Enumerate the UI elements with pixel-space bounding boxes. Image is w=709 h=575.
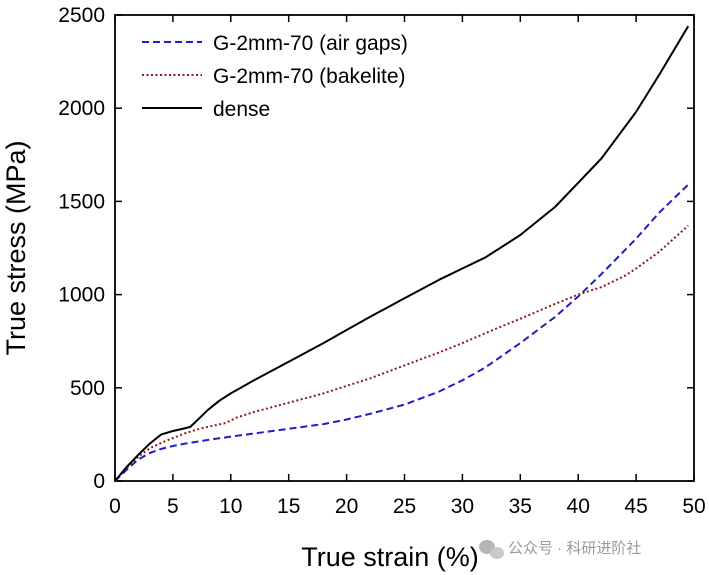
x-tick-label: 30 <box>451 495 474 518</box>
x-tick-label: 25 <box>393 495 416 518</box>
legend: G-2mm-70 (air gaps) G-2mm-70 (bakelite) … <box>142 32 408 121</box>
x-tick-label: 0 <box>109 495 121 518</box>
x-tick-label: 35 <box>509 495 532 518</box>
legend-label-dense: dense <box>213 98 270 121</box>
x-tick-label: 15 <box>277 495 300 518</box>
wechat-icon <box>479 540 504 559</box>
y-tick-label: 1500 <box>58 190 105 213</box>
x-axis: 0 5 10 15 20 25 30 35 40 45 50 <box>109 15 706 518</box>
series-layer <box>114 25 690 482</box>
series-line-2 <box>114 224 689 482</box>
y-tick-label: 2000 <box>58 97 105 120</box>
x-tick-label: 5 <box>167 495 179 518</box>
x-tick-label: 20 <box>335 495 358 518</box>
watermark-text: 公众号 · 科研进阶社 <box>508 540 641 557</box>
y-tick-label: 0 <box>93 470 105 493</box>
series-line-3 <box>114 25 690 482</box>
y-axis-title: True stress (MPa) <box>1 140 31 355</box>
legend-label-air-gaps: G-2mm-70 (air gaps) <box>213 32 408 55</box>
legend-label-bakelite: G-2mm-70 (bakelite) <box>213 65 406 88</box>
series-line-1 <box>114 183 689 482</box>
watermark: 公众号 · 科研进阶社 <box>479 540 641 559</box>
y-tick-label: 2500 <box>58 4 105 27</box>
y-tick-label: 500 <box>70 377 105 400</box>
y-axis: 0 500 1000 1500 2000 2500 <box>58 4 694 493</box>
x-tick-label: 50 <box>682 495 705 518</box>
x-tick-label: 40 <box>567 495 590 518</box>
x-tick-label: 10 <box>219 495 242 518</box>
x-axis-title: True strain (%) <box>301 542 479 572</box>
y-tick-label: 1000 <box>58 284 105 307</box>
x-tick-label: 45 <box>624 495 647 518</box>
